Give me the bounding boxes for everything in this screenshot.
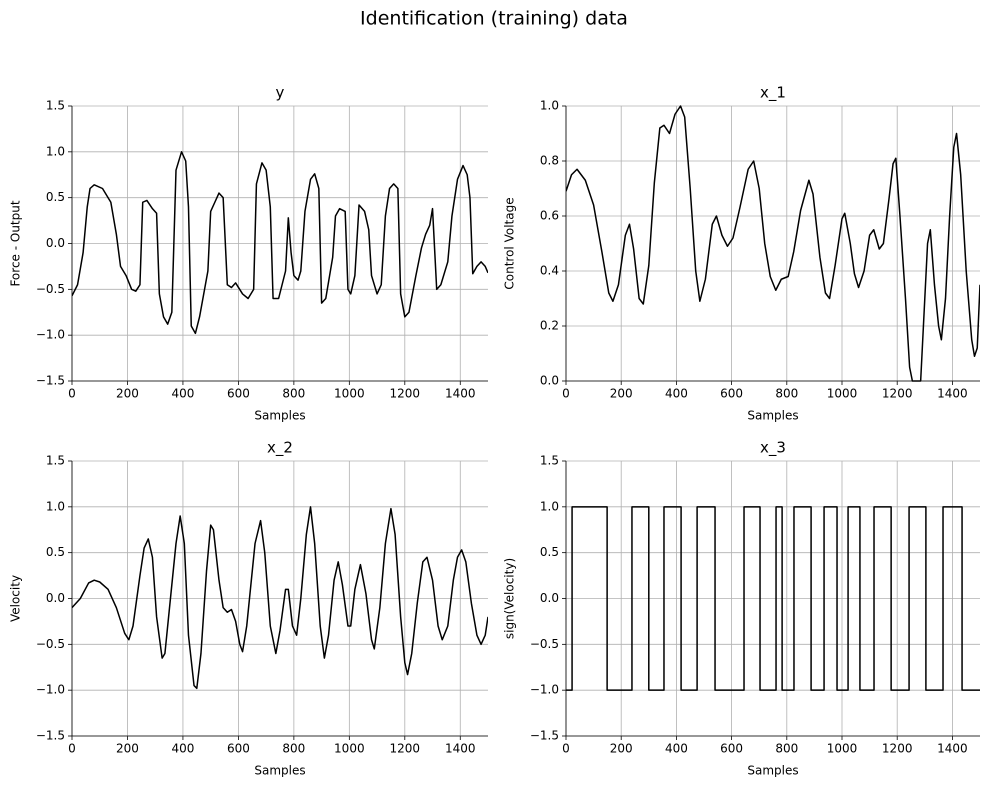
x-tick-label: 1000 — [827, 742, 858, 756]
y-tick-label: 1.0 — [540, 499, 559, 513]
y-tick-label: 0.4 — [540, 264, 559, 278]
x-tick-label: 600 — [227, 742, 250, 756]
x-tick-label: 0 — [68, 387, 76, 401]
x-axis-label: Samples — [747, 764, 798, 778]
x-tick-label: 200 — [116, 387, 139, 401]
x-tick-label: 800 — [282, 742, 305, 756]
subplot-title: x_1 — [760, 84, 786, 103]
x-tick-label: 1000 — [334, 742, 365, 756]
y-tick-label: 1.5 — [46, 454, 65, 468]
y-tick-label: −0.5 — [36, 637, 65, 651]
y-tick-label: 0.2 — [540, 319, 559, 333]
x-axis-label: Samples — [747, 409, 798, 423]
x-tick-label: 200 — [116, 742, 139, 756]
x-tick-label: 1400 — [445, 742, 476, 756]
x-tick-label: 0 — [562, 742, 570, 756]
data-line — [566, 105, 980, 382]
x-tick-label: 800 — [775, 387, 798, 401]
x-tick-label: 200 — [610, 742, 633, 756]
y-tick-label: 0.0 — [540, 374, 559, 388]
x-tick-label: 400 — [171, 387, 194, 401]
plot-area — [566, 506, 980, 691]
y-tick-label: 0.0 — [46, 591, 65, 605]
x-tick-label: 1200 — [882, 742, 913, 756]
x-tick-label: 1400 — [445, 387, 476, 401]
y-tick-label: −1.0 — [36, 683, 65, 697]
data-line — [72, 506, 488, 690]
y-tick-label: 0.0 — [46, 236, 65, 250]
x-tick-label: 200 — [610, 387, 633, 401]
y-tick-label: −0.5 — [36, 282, 65, 296]
y-tick-label: 0.5 — [46, 545, 65, 559]
y-tick-label: 1.5 — [540, 454, 559, 468]
x-tick-label: 400 — [665, 742, 688, 756]
y-tick-label: 0.5 — [540, 545, 559, 559]
y-tick-label: −1.5 — [36, 729, 65, 743]
subplot-title: y — [276, 84, 285, 102]
x-tick-label: 0 — [562, 387, 570, 401]
y-tick-label: −1.0 — [530, 683, 559, 697]
y-tick-label: −1.0 — [36, 328, 65, 342]
y-axis-label: Velocity — [9, 575, 23, 622]
x-tick-label: 1000 — [334, 387, 365, 401]
x-tick-label: 800 — [282, 387, 305, 401]
y-tick-label: 1.0 — [540, 99, 559, 113]
plot-area — [566, 105, 980, 382]
y-tick-label: 0.5 — [46, 190, 65, 204]
y-tick-label: 0.0 — [540, 591, 559, 605]
x-tick-label: 400 — [171, 742, 194, 756]
x-axis-label: Samples — [254, 764, 305, 778]
x-tick-label: 1200 — [390, 387, 421, 401]
x-tick-label: 1400 — [937, 387, 968, 401]
data-line — [72, 151, 488, 335]
subplot-title: x_2 — [267, 439, 293, 458]
x-tick-label: 600 — [720, 742, 743, 756]
x-tick-label: 1200 — [390, 742, 421, 756]
figure-title: Identification (training) data — [360, 8, 628, 30]
x-axis-label: Samples — [254, 409, 305, 423]
data-line — [566, 506, 980, 691]
plot-area — [72, 151, 488, 335]
y-tick-label: −1.5 — [36, 374, 65, 388]
x-tick-label: 600 — [227, 387, 250, 401]
plot-area — [72, 506, 488, 690]
y-tick-label: −0.5 — [530, 637, 559, 651]
y-tick-label: −1.5 — [530, 729, 559, 743]
x-tick-label: 800 — [775, 742, 798, 756]
x-tick-label: 1000 — [827, 387, 858, 401]
x-tick-label: 400 — [665, 387, 688, 401]
y-tick-label: 1.5 — [46, 99, 65, 113]
y-tick-label: 1.0 — [46, 144, 65, 158]
x-tick-label: 600 — [720, 387, 743, 401]
subplot-title: x_3 — [760, 439, 786, 458]
y-tick-label: 1.0 — [46, 499, 65, 513]
y-axis-label: Force - Output — [9, 200, 23, 286]
y-axis-label: sign(Velocity) — [503, 558, 517, 639]
x-tick-label: 1400 — [937, 742, 968, 756]
y-tick-label: 0.6 — [540, 209, 559, 223]
y-axis-label: Control Voltage — [503, 197, 517, 289]
y-tick-label: 0.8 — [540, 154, 559, 168]
x-tick-label: 1200 — [882, 387, 913, 401]
x-tick-label: 0 — [68, 742, 76, 756]
